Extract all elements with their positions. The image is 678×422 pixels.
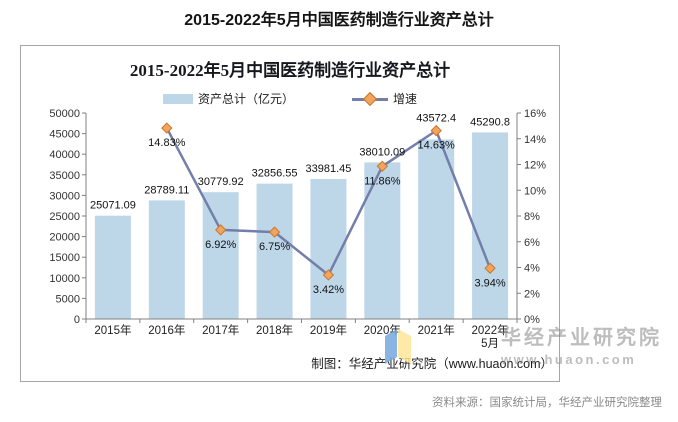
logo-right-panel	[398, 329, 411, 364]
right-axis-tick-label: 10%	[524, 185, 546, 197]
value-label: 28789.11	[144, 184, 189, 196]
bar-7	[472, 132, 509, 319]
marker-diamond	[268, 226, 281, 238]
line-series-swatch	[352, 91, 388, 106]
bar-6	[418, 139, 455, 319]
bar-1	[148, 200, 185, 319]
legend-item-growth: 增速	[352, 90, 417, 107]
bar-0	[94, 215, 131, 319]
marker-diamond	[430, 124, 442, 137]
right-axis-tick-label: 6%	[524, 237, 540, 249]
left-axis-tick-label: 5000	[56, 293, 80, 305]
category-label: 2015年	[94, 323, 131, 337]
legend-item-assets: 资产总计（亿元）	[162, 90, 294, 107]
left-axis-tick-label: 50000	[49, 108, 80, 120]
pct-label: 3.42%	[313, 284, 344, 296]
right-axis-tick-label: 2%	[524, 288, 540, 300]
left-axis-tick-label: 35000	[49, 170, 80, 182]
pct-label: 14.63%	[418, 140, 456, 152]
value-label: 45290.8	[470, 116, 510, 128]
marker-diamond	[376, 160, 389, 173]
value-label: 33981.45	[305, 163, 351, 175]
category-label: 2018年	[256, 323, 293, 337]
left-axis-tick-label: 45000	[49, 129, 80, 141]
logo-left-panel	[385, 329, 397, 364]
marker-diamond	[161, 122, 173, 134]
watermark-name: 华经产业研究院	[501, 327, 662, 349]
marker-diamond	[484, 262, 496, 274]
right-axis-tick-label: 8%	[524, 211, 540, 223]
category-label: 5月	[481, 338, 499, 350]
value-label: 25071.09	[90, 200, 136, 212]
left-axis-tick-label: 30000	[49, 190, 80, 202]
chart-legend: 资产总计（亿元） 增速	[21, 90, 559, 107]
chart-title: 2015-2022年5月中国医药制造行业资产总计	[129, 61, 451, 80]
page-title: 2015-2022年5月中国医药制造行业资产总计	[184, 12, 494, 29]
huaon-logo-icon	[385, 329, 411, 364]
category-label: 2022年	[472, 323, 509, 337]
category-label: 2016年	[148, 323, 185, 337]
chart-panel: 2015-2022年5月中国医药制造行业资产总计 资产总计（亿元） 增速 250…	[20, 45, 560, 382]
combo-chart-plot: 25071.09 28789.11 30779.92 32856.55 33981.45…	[49, 108, 546, 350]
pct-label: 14.83%	[148, 137, 186, 149]
chart-caption: 制图：华经产业研究院（www.huaon.com）	[311, 357, 553, 371]
right-axis-tick-label: 14%	[524, 134, 546, 146]
watermark-url: www.huaon.com	[501, 352, 637, 367]
watermark: 华经产业研究院 www.huaon.com	[501, 321, 662, 367]
value-label: 32856.55	[252, 168, 298, 180]
marker-diamond	[214, 224, 227, 236]
right-axis-tick-label: 4%	[524, 263, 540, 275]
right-axis-tick-label: 0%	[524, 314, 540, 326]
category-label: 2021年	[418, 323, 455, 337]
value-label: 43572.4	[416, 113, 456, 125]
pct-label: 6.75%	[259, 241, 290, 253]
value-label: 38010.09	[359, 146, 405, 158]
left-axis-tick-label: 15000	[49, 252, 80, 264]
left-axis-tick-label: 0	[74, 314, 80, 326]
category-label: 2019年	[310, 323, 347, 337]
marker-diamond	[322, 269, 335, 281]
pct-label: 11.86%	[364, 175, 401, 187]
pct-label: 3.94%	[474, 277, 505, 289]
bar-2	[202, 192, 239, 319]
value-label: 30779.92	[198, 176, 244, 188]
right-axis-tick-label: 16%	[524, 108, 546, 120]
left-axis-tick-label: 10000	[49, 273, 80, 285]
left-axis-tick-label: 25000	[49, 211, 80, 223]
bar-series-swatch	[162, 93, 193, 104]
pct-label: 6.92%	[205, 239, 236, 251]
legend-label-assets: 资产总计（亿元）	[197, 92, 294, 106]
legend-label-growth: 增速	[393, 92, 418, 106]
left-axis-tick-label: 20000	[49, 232, 80, 244]
source-note: 资料来源：国家统计局，华经产业研究院整理	[432, 397, 662, 409]
bar-3	[256, 183, 293, 319]
right-axis-tick-label: 12%	[524, 160, 546, 172]
category-label: 2017年	[202, 323, 239, 337]
left-axis-tick-label: 40000	[49, 149, 80, 161]
